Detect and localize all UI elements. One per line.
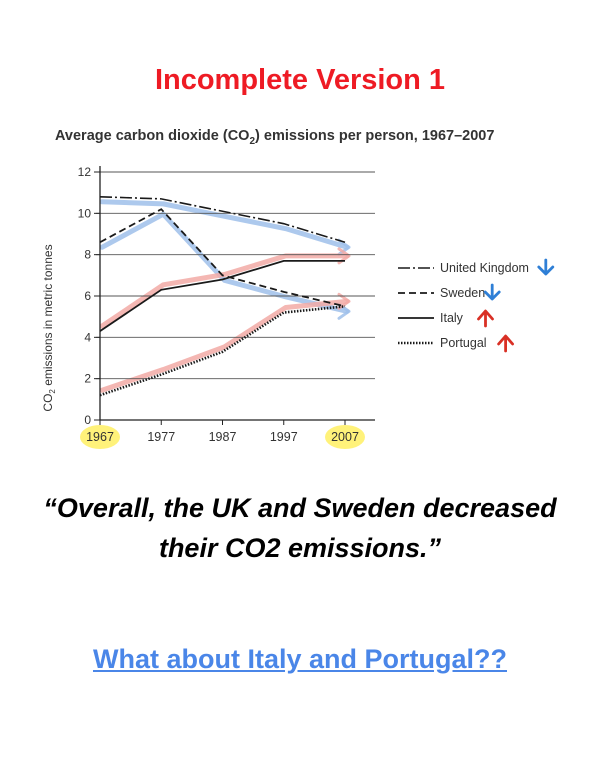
tick-labels: 0 2 4 6 8 10 12 1967 1977 1987 1997 2007 bbox=[78, 165, 359, 444]
x-tick-label-1977: 1977 bbox=[147, 430, 175, 444]
y-tick-label-6: 6 bbox=[84, 289, 91, 303]
tick-highlights bbox=[80, 425, 365, 449]
y-axis-label: CO2 emissions in metric tonnes bbox=[41, 244, 57, 411]
series-line-sweden bbox=[99, 208, 346, 308]
series-line-united-kingdom bbox=[99, 196, 346, 244]
x-tick-label-1967: 1967 bbox=[86, 430, 114, 444]
y-axis-label-suffix: emissions in metric tonnes bbox=[41, 244, 55, 389]
y-tick-label-8: 8 bbox=[84, 248, 91, 262]
y-tick-label-10: 10 bbox=[78, 206, 92, 220]
chart-legend: United Kingdom Sweden Italy Portugal bbox=[398, 258, 555, 353]
legend-label-1: Sweden bbox=[440, 286, 485, 300]
question-link[interactable]: What about Italy and Portugal?? bbox=[93, 644, 507, 674]
y-axis-label-subscript: 2 bbox=[48, 389, 57, 394]
y-tick-label-2: 2 bbox=[84, 372, 91, 386]
quote-text: “Overall, the UK and Sweden decreased th… bbox=[43, 493, 557, 563]
trend-up-icon bbox=[497, 334, 514, 353]
tick-highlight-1967 bbox=[80, 425, 120, 449]
trend-annotation-0 bbox=[99, 199, 350, 250]
legend-label-3: Portugal bbox=[440, 336, 487, 350]
y-tick-label-4: 4 bbox=[84, 330, 91, 344]
series-lines bbox=[99, 196, 346, 397]
tick-highlight-2007 bbox=[325, 425, 365, 449]
x-tick-label-1987: 1987 bbox=[209, 430, 237, 444]
page-heading: Incomplete Version 1 bbox=[154, 64, 446, 96]
x-tick-label-1997: 1997 bbox=[270, 430, 298, 444]
trend-annotation-2 bbox=[99, 253, 350, 329]
chart-title-subscript: 2 bbox=[249, 135, 256, 147]
y-tick-label-12: 12 bbox=[78, 165, 92, 179]
y-axis-label-prefix: CO bbox=[41, 394, 55, 412]
series-line-italy bbox=[99, 259, 345, 332]
legend-label-2: Italy bbox=[440, 311, 464, 325]
trend-down-icon bbox=[483, 283, 501, 301]
trend-up-icon bbox=[477, 309, 494, 328]
trend-annotation-3 bbox=[99, 298, 350, 393]
y-tick-label-0: 0 bbox=[84, 413, 91, 427]
legend-label-0: United Kingdom bbox=[440, 261, 529, 275]
chart-title-suffix: ) emissions per person, 1967–2007 bbox=[255, 128, 495, 144]
series-line-portugal bbox=[99, 305, 346, 397]
chart-title: Average carbon dioxide (CO2) emissions p… bbox=[55, 128, 494, 147]
trend-annotations bbox=[99, 199, 351, 393]
axes bbox=[94, 166, 375, 425]
trend-annotation-1 bbox=[99, 211, 350, 314]
x-tick-label-2007: 2007 bbox=[331, 430, 359, 444]
chart-title-prefix: Average carbon dioxide (CO bbox=[55, 128, 250, 144]
trend-down-icon bbox=[537, 258, 555, 276]
